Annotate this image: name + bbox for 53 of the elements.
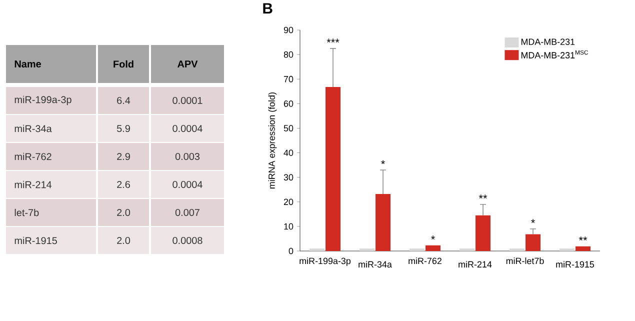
text: 6.4: [117, 96, 130, 104]
y-tick-label: 0: [288, 248, 294, 254]
text: 0.0004: [172, 124, 202, 132]
x-tick-label: miR-762: [408, 258, 442, 264]
legend-label: MDA-MB-231$^{MSC}$: [521, 50, 588, 58]
annotation: *: [381, 160, 385, 164]
text: 2.0: [117, 208, 130, 216]
text: miR-214: [14, 180, 52, 188]
text: 2.0: [117, 236, 130, 244]
bar: [376, 194, 391, 251]
y-tick-label: 30: [284, 174, 294, 181]
y-tick-label: 50: [284, 125, 294, 132]
text: APV: [178, 60, 198, 68]
y-axis-title: miRNA expression (fold): [268, 92, 277, 188]
annotation: *: [431, 236, 435, 240]
y-tick-label: 60: [284, 100, 294, 107]
bar: [576, 246, 591, 251]
y-tick-label: 80: [284, 51, 294, 58]
annotation: **: [478, 194, 488, 198]
x-tick-label: miR-1915: [556, 260, 594, 268]
y-tick-label: 40: [284, 150, 294, 156]
y-tick-label: 20: [284, 198, 294, 206]
text: let-7b: [14, 208, 39, 216]
y-tick-label: 10: [284, 223, 294, 230]
x-tick-label: miR-199a-3p: [300, 258, 351, 266]
text: miR-34a: [14, 124, 52, 132]
bar: [526, 234, 541, 251]
text: 0.007: [175, 208, 200, 216]
chart-title: B: [263, 3, 272, 14]
bar: [476, 215, 491, 251]
y-tick-label: 70: [284, 76, 294, 82]
text: miR-762: [14, 152, 52, 160]
annotation: *: [531, 219, 535, 224]
text: Name: [14, 60, 41, 68]
legend-label: MDA-MB-231: [521, 38, 575, 45]
text: 0.0004: [172, 180, 202, 188]
bar: [426, 245, 441, 251]
x-tick-label: miR-214: [458, 260, 492, 268]
text: 2.6: [117, 180, 130, 188]
x-tick-label: miR-34a: [358, 260, 392, 268]
text: Fold: [114, 60, 134, 68]
text: miR-1915: [14, 236, 57, 244]
text: 2.9: [117, 152, 130, 160]
text: 5.9: [116, 124, 130, 132]
bar: [326, 86, 341, 251]
text: 0.0008: [172, 236, 202, 244]
annotation: **: [578, 236, 588, 240]
y-tick-label: 90: [284, 26, 294, 34]
annotation: ***: [326, 38, 340, 43]
text: miR-199a-3p: [14, 96, 72, 106]
text: 0.003: [175, 152, 200, 160]
x-tick-label: miR-let7b: [506, 258, 544, 264]
text: 0.0001: [172, 96, 202, 104]
